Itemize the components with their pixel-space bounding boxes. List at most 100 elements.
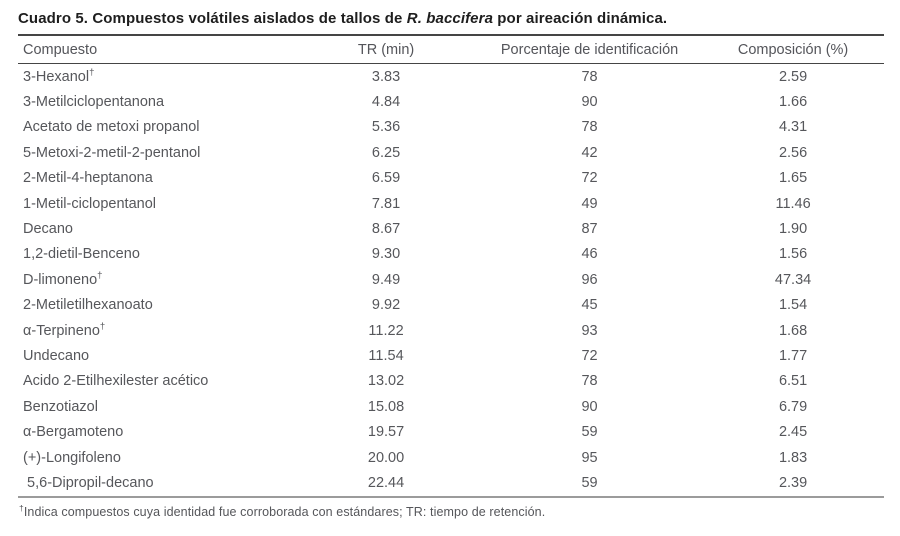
composicion-cell: 2.45 [778,424,808,441]
tr-min-cell: 9.92 [371,297,401,314]
porcentaje-cell: 72 [581,347,598,364]
tr-min-cell: 11.22 [368,322,404,339]
table-row: 1-Metil-ciclopentanol 7.81 49 11.46 [18,191,884,216]
compound-name-cell: Undecano [23,347,90,364]
porcentaje-cell: 90 [581,94,598,111]
porcentaje-cell: 96 [581,271,598,288]
header-row: Compuesto TR (min) Porcentaje de identif… [18,35,884,64]
tr-min-cell: 6.59 [371,170,401,187]
tr-min-cell: 3.83 [371,68,401,85]
table-row: Undecano 11.54 72 1.77 [18,343,884,368]
compound-name-cell: 2-Metiletilhexanoato [23,297,153,314]
compound-name-cell: Benzotiazol [23,398,98,415]
table-row: 3-Metilciclopentanona 4.84 90 1.66 [18,89,884,114]
table-row: 5-Metoxi-2-metil-2-pentanol 6.25 42 2.56 [18,140,884,165]
composicion-cell: 1.56 [778,246,808,263]
table-row: Acido 2-Etilhexilester acético 13.02 78 6.5… [18,369,884,394]
compound-name-cell: α-Bergamoteno [23,424,124,441]
tr-min-cell: 15.08 [367,398,405,415]
compound-name-cell: 3-Metilciclopentanona [23,94,165,111]
compound-name-cell: 3-Hexanol† [23,66,95,85]
composicion-cell: 47.34 [774,271,812,288]
page: Cuadro 5. Compuestos volátiles aislados … [18,10,884,519]
compound-name-cell: 5,6-Dipropil-decano [23,474,154,491]
compound-name-cell: 5-Metoxi-2-metil-2-pentanol [23,144,201,161]
porcentaje-cell: 95 [581,449,598,466]
table-row: 1,2-dietil-Benceno 9.30 46 1.56 [18,242,884,267]
porcentaje-cell: 45 [581,297,598,314]
table-row: D-limoneno† 9.49 96 47.34 [18,267,884,292]
porcentaje-cell: 78 [581,119,598,136]
header-composicion: Composición (%) [702,35,884,64]
composicion-cell: 4.31 [778,119,808,136]
composicion-cell: 1.83 [778,449,808,466]
tr-min-cell: 9.30 [371,246,401,263]
composicion-cell: 6.79 [778,398,808,415]
table-footnote: †Indica compuestos cuya identidad fue co… [19,502,884,519]
porcentaje-cell: 46 [581,246,598,263]
table-row: 3-Hexanol† 3.83 78 2.59 [18,64,884,90]
header-tr-min: TR (min) [295,35,477,64]
composicion-cell: 1.66 [778,94,808,111]
compound-name-cell: Acetato de metoxi propanol [23,119,200,136]
caption-species-name: R. baccifera [406,10,494,27]
composicion-cell: 2.56 [778,144,808,161]
composicion-cell: 11.46 [775,195,811,212]
compound-name-cell: 1,2-dietil-Benceno [23,246,140,263]
dagger-marker: † [89,66,95,78]
compound-name-cell: (+)-Longifoleno [23,449,121,466]
composicion-cell: 1.65 [778,170,808,187]
composicion-cell: 1.54 [778,297,808,314]
table-caption: Cuadro 5. Compuestos volátiles aislados … [18,10,884,27]
compound-name-cell: Decano [23,221,73,238]
composicion-cell: 2.59 [778,68,808,85]
compound-name-cell: 1-Metil-ciclopentanol [23,195,156,212]
dagger-marker: † [99,320,106,332]
volatile-compounds-table: Compuesto TR (min) Porcentaje de identif… [18,34,884,498]
porcentaje-cell: 78 [581,373,598,390]
porcentaje-cell: 42 [581,144,598,161]
table-header: Compuesto TR (min) Porcentaje de identif… [18,35,884,64]
composicion-cell: 6.51 [778,373,808,390]
tr-min-cell: 20.00 [367,449,405,466]
table-row: Decano 8.67 87 1.90 [18,216,884,241]
porcentaje-cell: 78 [581,68,598,85]
compound-name-cell: α-Terpineno† [23,320,106,339]
caption-suffix: por aireación dinámica. [497,10,668,27]
composicion-cell: 1.77 [778,347,808,364]
header-porcentaje: Porcentaje de identificación [476,35,703,64]
tr-min-cell: 13.02 [367,373,405,390]
porcentaje-cell: 59 [581,424,598,441]
compound-name-cell: D-limoneno† [23,269,103,288]
footnote-dagger-marker: † [19,502,24,513]
tr-min-cell: 5.36 [371,119,401,136]
tr-min-cell: 7.81 [371,195,401,212]
table-row: α-Terpineno† 11.22 93 1.68 [18,318,884,343]
table-row: α-Bergamoteno 19.57 59 2.45 [18,419,884,444]
composicion-cell: 1.68 [778,322,808,339]
porcentaje-cell: 90 [581,398,598,415]
table-row: Acetato de metoxi propanol 5.36 78 4.31 [18,115,884,140]
porcentaje-cell: 72 [581,170,598,187]
composicion-cell: 1.90 [778,221,808,238]
tr-min-cell: 8.67 [371,221,401,238]
footnote-text: Indica compuestos cuya identidad fue cor… [23,504,546,519]
table-row: 2-Metiletilhexanoato 9.92 45 1.54 [18,293,884,318]
table-row: 5,6-Dipropil-decano 22.44 59 2.39 [18,470,884,496]
tr-min-cell: 9.49 [371,271,401,288]
compound-name-cell: Acido 2-Etilhexilester acético [23,373,209,390]
porcentaje-cell: 49 [581,195,598,212]
header-compuesto: Compuesto [18,35,296,64]
tr-min-cell: 19.57 [367,424,405,441]
porcentaje-cell: 87 [581,221,598,238]
composicion-cell: 2.39 [778,474,808,491]
table-row: Benzotiazol 15.08 90 6.79 [18,394,884,419]
tr-min-cell: 11.54 [368,347,404,364]
table-row: (+)-Longifoleno 20.00 95 1.83 [18,445,884,470]
dagger-marker: † [97,269,103,281]
compound-name-cell: 2-Metil-4-heptanona [23,170,153,187]
table-row: 2-Metil-4-heptanona 6.59 72 1.65 [18,166,884,191]
tr-min-cell: 6.25 [371,144,401,161]
tr-min-cell: 4.84 [371,94,401,111]
tr-min-cell: 22.44 [367,474,405,491]
